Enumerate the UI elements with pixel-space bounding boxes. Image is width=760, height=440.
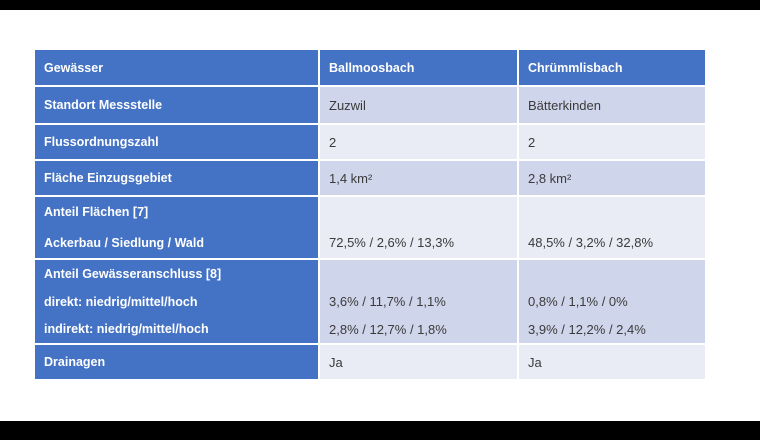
row-label-flaeche-einzugsgebiet: Fläche Einzugsgebiet: [35, 161, 318, 195]
top-letterbox-bar: [0, 0, 760, 10]
cell-value: 3,9% / 12,2% / 2,4%: [528, 321, 646, 337]
cell-drainagen-ballmoosbach: Ja: [320, 345, 517, 379]
cell-value: 3,6% / 11,7% / 1,1%: [329, 294, 446, 309]
cell-anteil-flaechen-chruemmlisbach: 48,5% / 3,2% / 32,8%: [519, 197, 705, 258]
cell-gewaesseranschluss-chruemmlisbach: 0,8% / 1,1% / 0% 3,9% / 12,2% / 2,4%: [519, 260, 705, 343]
row-label-standort-messstelle: Standort Messstelle: [35, 87, 318, 123]
cell-drainagen-chruemmlisbach: Ja: [519, 345, 705, 379]
cell-value: Bätterkinden: [528, 97, 601, 113]
cell-value: [329, 260, 513, 288]
cell-value: 2,8 km²: [528, 170, 572, 186]
row-label-drainagen: Drainagen: [35, 345, 318, 379]
cell-standort-ballmoosbach: Zuzwil: [320, 87, 517, 123]
row-label-text: indirekt: niedrig/mittel/hoch: [44, 322, 209, 337]
cell-flussordnung-ballmoosbach: 2: [320, 125, 517, 159]
cell-flussordnung-chruemmlisbach: 2: [519, 125, 705, 159]
cell-gewaesseranschluss-ballmoosbach: 3,6% / 11,7% / 1,1% 2,8% / 12,7% / 1,8%: [320, 260, 517, 343]
header-label: Gewässer: [44, 60, 104, 75]
cell-flaeche-ballmoosbach: 1,4 km²: [320, 161, 517, 195]
row-label-text: Fläche Einzugsgebiet: [44, 171, 172, 185]
cell-value: 48,5% / 3,2% / 32,8%: [528, 235, 654, 251]
row-label-text: Standort Messstelle: [44, 98, 163, 112]
row-label-text: Anteil Gewässeranschluss [8]: [44, 266, 222, 281]
cell-value: Zuzwil: [329, 97, 366, 113]
cell-value: Ja: [329, 354, 343, 370]
header-label: Ballmoosbach: [329, 60, 415, 75]
row-label-flussordnungszahl: Flussordnungszahl: [35, 125, 318, 159]
header-cell-chruemmlisbach: Chrümmlisbach: [519, 50, 705, 85]
cell-value: [329, 197, 513, 228]
cell-value: 2: [528, 134, 536, 150]
header-cell-gewaesser: Gewässer: [35, 50, 318, 85]
cell-value: [528, 197, 701, 228]
cell-value: 2,8% / 12,7% / 1,8%: [329, 321, 447, 337]
cell-value: 72,5% / 2,6% / 13,3%: [329, 235, 455, 251]
row-label-text: Drainagen: [44, 355, 106, 369]
row-label-text: Ackerbau / Siedlung / Wald: [44, 235, 204, 250]
cell-value: 2: [329, 134, 337, 150]
row-label-text: Flussordnungszahl: [44, 135, 159, 149]
cell-standort-chruemmlisbach: Bätterkinden: [519, 87, 705, 123]
cell-flaeche-chruemmlisbach: 2,8 km²: [519, 161, 705, 195]
header-label: Chrümmlisbach: [528, 60, 623, 75]
gewaesser-comparison-table: Gewässer Ballmoosbach Chrümmlisbach Stan…: [35, 50, 705, 379]
bottom-letterbox-bar: [0, 421, 760, 440]
row-label-anteil-gewaesseranschluss: Anteil Gewässeranschluss [8] direkt: nie…: [35, 260, 318, 343]
cell-value: 1,4 km²: [329, 170, 373, 186]
row-label-text: Anteil Flächen [7]: [44, 205, 149, 220]
cell-value: Ja: [528, 354, 542, 370]
cell-anteil-flaechen-ballmoosbach: 72,5% / 2,6% / 13,3%: [320, 197, 517, 258]
cell-value: [528, 260, 701, 288]
cell-value: 0,8% / 1,1% / 0%: [528, 294, 628, 309]
header-cell-ballmoosbach: Ballmoosbach: [320, 50, 517, 85]
row-label-text: direkt: niedrig/mittel/hoch: [44, 294, 198, 309]
row-label-anteil-flaechen: Anteil Flächen [7] Ackerbau / Siedlung /…: [35, 197, 318, 258]
